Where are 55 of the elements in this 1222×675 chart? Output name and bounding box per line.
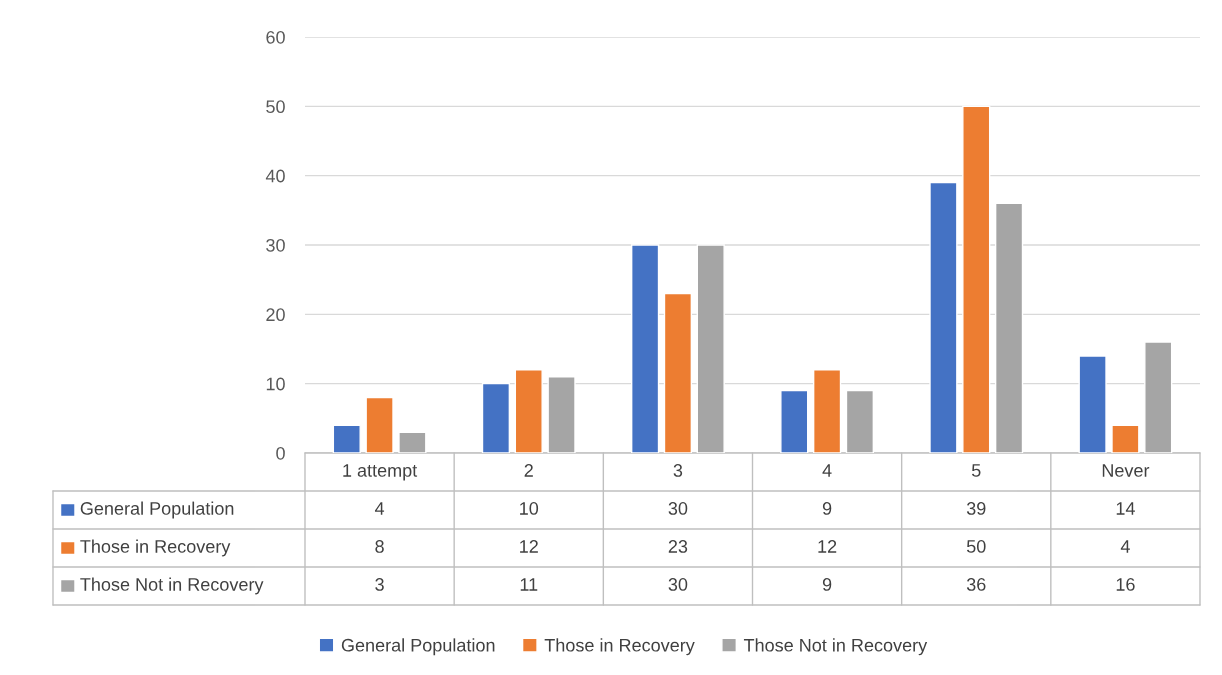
data-label: 39 [966,502,986,515]
y-tick-label: 50 [266,100,285,114]
bar [481,382,511,453]
data-label: 10 [520,502,539,515]
text: Those Not in Recovery [743,638,928,656]
bar [780,389,809,453]
data-label: 9 [822,578,832,591]
y-tick-label: 40 [265,169,285,183]
bar [630,244,660,453]
data-label: 4 [374,502,385,515]
bar [1144,341,1173,453]
data-label: 16 [1116,578,1135,591]
data-label: 23 [668,540,688,553]
bar [929,181,958,453]
bar [365,396,394,453]
x-tick-label: 4 [822,464,832,477]
bar [812,369,842,453]
y-tick-label: 20 [266,308,285,322]
data-label: 30 [668,502,688,515]
bar [514,369,543,453]
x-tick-label: 3 [673,464,683,477]
text: Those in Recovery [544,638,695,656]
bar [994,202,1024,453]
x-tick-label: 5 [971,464,981,477]
data-label: 12 [818,540,837,553]
data-label: 3 [375,578,384,591]
bar [696,244,725,453]
data-label: 36 [966,578,986,591]
data-label: 4 [1120,540,1130,553]
data-label: 30 [668,578,688,591]
y-tick-label: 60 [266,30,285,44]
data-label: 12 [520,540,538,553]
text: General Population [341,638,495,656]
bar [398,431,427,453]
data-label: 8 [375,540,384,553]
data-label: 50 [966,540,986,553]
y-tick-label: 0 [276,446,285,460]
x-tick-label: 1 attempt [343,464,418,481]
y-tick-label: 10 [266,377,285,391]
legend-label: General Population [80,501,234,519]
legend-label: Those in Recovery [80,539,231,557]
data-label: 14 [1116,502,1135,515]
x-tick-label: 2 [524,464,533,477]
bar [1078,355,1107,453]
data-label: 11 [520,578,538,591]
bar [1111,424,1140,453]
bar [845,389,875,453]
bar [663,292,693,453]
data-label: 9 [822,502,832,515]
legend-label: Those Not in Recovery [80,577,264,595]
x-tick-label: Never [1102,464,1150,477]
y-tick-label: 30 [266,238,285,252]
bar [547,376,576,453]
bar [962,105,991,453]
bar [332,424,361,453]
